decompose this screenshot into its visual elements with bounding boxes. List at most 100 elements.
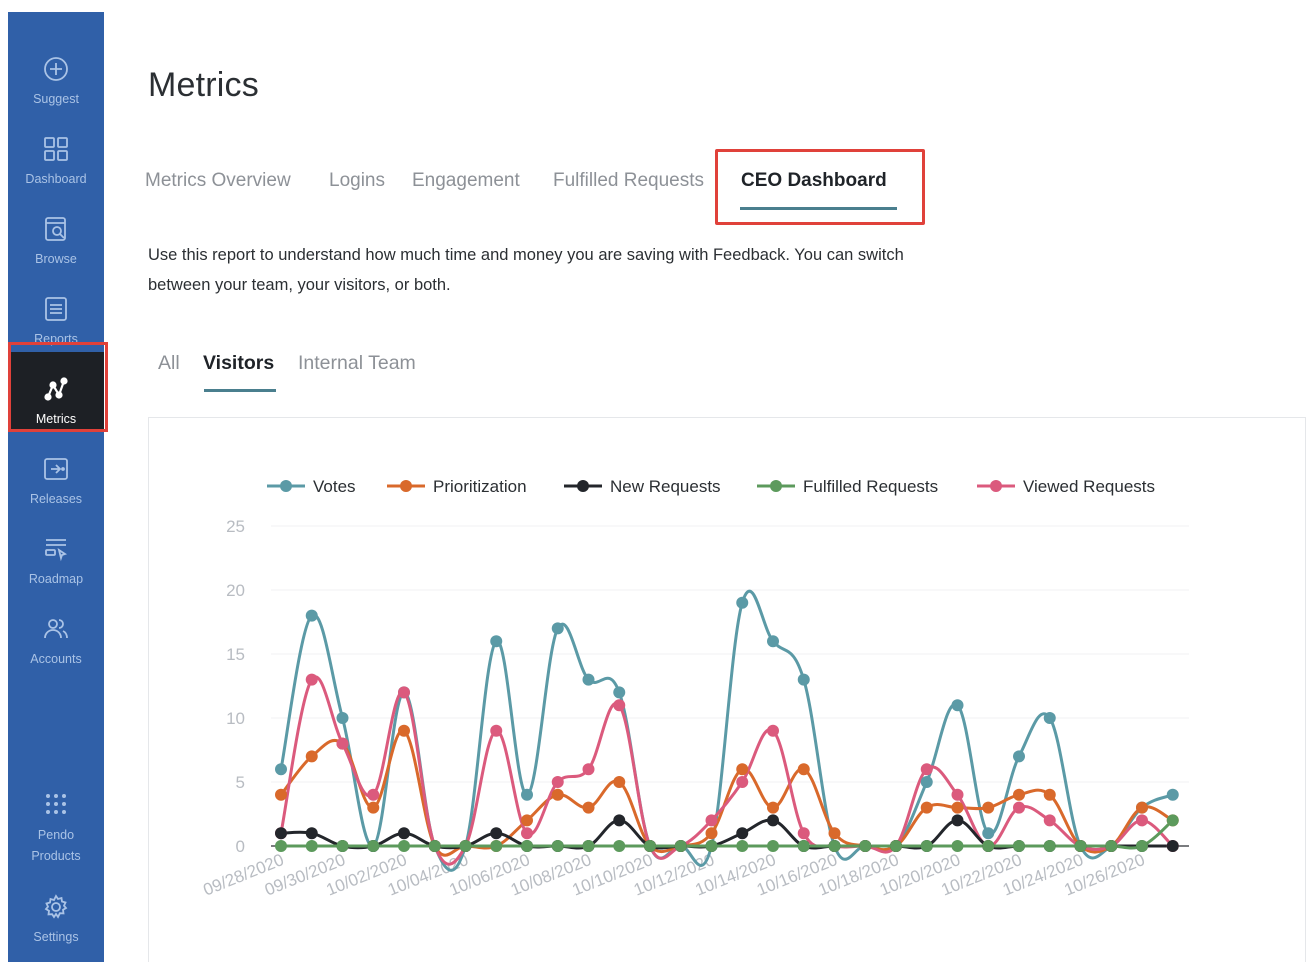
data-point [797, 763, 810, 776]
legend-label: Viewed Requests [1023, 477, 1155, 496]
legend-marker [770, 480, 782, 492]
y-tick-label: 5 [236, 773, 245, 792]
data-point [336, 737, 349, 750]
data-point [275, 840, 287, 852]
tab-metrics-overview[interactable]: Metrics Overview [145, 170, 291, 191]
legend-marker [577, 480, 589, 492]
data-point [951, 699, 964, 712]
legend-item: Fulfilled Requests [757, 477, 938, 496]
data-point [1166, 788, 1179, 801]
subtab-visitors[interactable]: Visitors [203, 352, 275, 374]
sidebar-item-metrics[interactable]: Metrics [8, 352, 104, 430]
legend-item: Votes [267, 477, 356, 496]
data-point [1136, 814, 1148, 827]
data-point [951, 814, 964, 827]
sidebar-item-accounts[interactable]: Accounts [8, 592, 104, 670]
sidebar-item-label: Pendo Products [31, 828, 81, 863]
data-point [982, 827, 995, 840]
tab-engagement[interactable]: Engagement [412, 170, 520, 191]
y-tick-label: 15 [226, 645, 245, 664]
data-point [336, 712, 349, 724]
data-point [367, 840, 380, 852]
sidebar-item-reports[interactable]: Reports [8, 272, 104, 350]
data-point [767, 801, 779, 814]
sidebar-item-releases[interactable]: Releases [8, 432, 104, 510]
data-point [920, 763, 933, 776]
y-tick-label: 0 [236, 837, 245, 856]
data-point [490, 840, 503, 852]
sidebar-item-roadmap[interactable]: Roadmap [8, 512, 104, 590]
tab-ceo-dashboard[interactable]: CEO Dashboard [741, 170, 887, 191]
data-point [551, 788, 564, 801]
data-point [398, 724, 410, 737]
data-point [582, 801, 595, 814]
data-point [951, 788, 964, 801]
y-tick-label: 20 [226, 581, 245, 600]
description-line: Use this report to understand how much t… [148, 246, 904, 264]
data-point [859, 840, 872, 852]
plus-circle-icon [41, 54, 71, 83]
data-point [767, 840, 779, 852]
data-point [890, 840, 902, 852]
page-title: Metrics [148, 66, 259, 104]
data-point [1043, 840, 1056, 852]
data-point [767, 635, 779, 648]
data-point [1043, 814, 1056, 827]
sidebar-item-browse[interactable]: Browse [8, 192, 104, 270]
data-point [305, 609, 318, 622]
legend-item: New Requests [564, 477, 721, 496]
data-point [613, 840, 626, 852]
subtab-all[interactable]: All [158, 352, 180, 374]
legend-label: New Requests [610, 477, 721, 496]
data-point [1013, 801, 1025, 814]
data-point [521, 827, 533, 840]
sidebar-item-settings[interactable]: Settings [8, 870, 104, 948]
data-point [551, 840, 564, 852]
grid-icon [41, 134, 71, 163]
tab-logins[interactable]: Logins [329, 170, 385, 191]
active-subtab-underline [204, 389, 276, 392]
legend-item: Viewed Requests [977, 477, 1155, 496]
data-point [551, 622, 564, 635]
data-point [705, 827, 718, 840]
sidebar-item-pendo-products[interactable]: Pendo Products [8, 767, 104, 867]
data-point [275, 827, 287, 840]
sidebar-item-suggest[interactable]: Suggest [8, 32, 104, 110]
data-point [920, 776, 933, 788]
legend-label: Votes [313, 477, 356, 496]
data-point [705, 814, 718, 827]
data-point [797, 673, 810, 686]
sidebar-item-label: Settings [33, 930, 79, 944]
subtab-internal-team[interactable]: Internal Team [298, 352, 416, 374]
legend-marker [990, 480, 1002, 492]
data-point [982, 801, 995, 814]
data-point [613, 776, 626, 788]
data-point [951, 840, 964, 852]
data-point [1013, 750, 1025, 763]
data-point [398, 827, 410, 840]
data-point [736, 776, 749, 788]
data-point [490, 635, 503, 648]
data-point [674, 840, 687, 852]
data-point [705, 840, 718, 852]
data-point [613, 686, 626, 699]
data-point [305, 750, 318, 763]
data-point [828, 827, 841, 840]
sidebar-item-label: Roadmap [28, 572, 84, 586]
legend-marker [400, 480, 412, 492]
sidebar-item-label: Accounts [30, 652, 82, 666]
data-point [275, 763, 287, 776]
browse-search-icon [41, 214, 71, 243]
tab-fulfilled-requests[interactable]: Fulfilled Requests [553, 170, 705, 191]
data-point [951, 801, 964, 814]
data-point [736, 596, 749, 609]
active-tab-underline [740, 207, 897, 210]
data-point [521, 814, 533, 827]
dots-grid-icon [41, 789, 71, 819]
sidebar-item-dashboard[interactable]: Dashboard [8, 112, 104, 190]
description-line: between your team, your visitors, or bot… [148, 276, 451, 294]
legend-item: Prioritization [387, 477, 527, 496]
data-point [275, 788, 287, 801]
sidebar-item-label: Releases [29, 492, 83, 506]
data-point [613, 814, 626, 827]
